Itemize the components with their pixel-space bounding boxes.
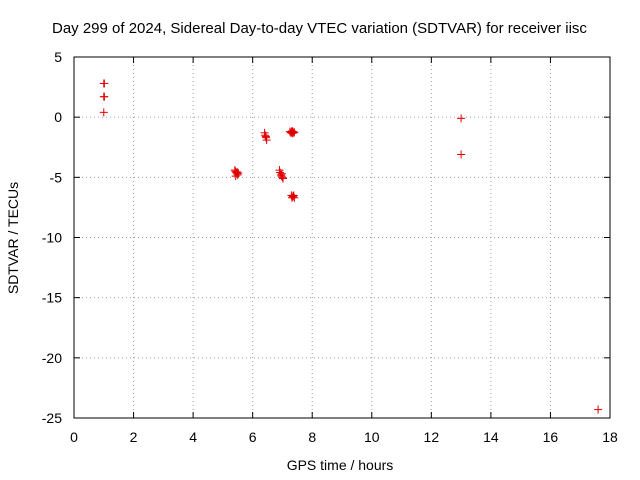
y-tick-label: -15 <box>42 290 62 306</box>
x-tick-label: 16 <box>543 429 559 445</box>
y-tick-label: 5 <box>54 49 62 65</box>
data-point <box>289 191 298 200</box>
data-point <box>262 136 271 145</box>
y-tick-label: -10 <box>42 230 62 246</box>
x-tick-label: 2 <box>130 429 138 445</box>
y-axis-label: SDTVAR / TECUs <box>5 182 21 294</box>
data-point <box>261 132 270 141</box>
data-point <box>289 128 298 137</box>
data-point <box>99 108 108 117</box>
grid <box>74 57 610 418</box>
data-point <box>594 405 603 414</box>
data-point <box>278 173 287 182</box>
y-tick-label: -25 <box>42 410 62 426</box>
data-point <box>288 127 297 136</box>
data-point <box>457 114 466 123</box>
x-tick-label: 14 <box>483 429 499 445</box>
axis-ticks: 0 2 4 6 8 10 12 14 16 18 5 0 -5 -10 -15 -20 -25 <box>42 49 618 445</box>
data-point <box>287 127 296 136</box>
y-tick-label: 0 <box>54 109 62 125</box>
y-tick-label: -20 <box>42 350 62 366</box>
y-tick-label: -5 <box>50 169 63 185</box>
x-tick-label: 8 <box>308 429 316 445</box>
x-tick-label: 0 <box>70 429 78 445</box>
data-point <box>100 79 109 88</box>
data-points <box>99 79 603 414</box>
data-point <box>234 169 243 178</box>
data-point <box>290 193 299 202</box>
x-tick-label: 18 <box>602 429 618 445</box>
data-point <box>233 167 242 176</box>
x-tick-label: 10 <box>364 429 380 445</box>
x-tick-label: 4 <box>189 429 197 445</box>
data-point <box>457 150 466 159</box>
data-point <box>277 169 286 178</box>
x-tick-label: 6 <box>249 429 257 445</box>
data-point <box>100 92 109 101</box>
chart-title: Day 299 of 2024, Sidereal Day-to-day VTE… <box>52 20 587 37</box>
x-axis-label: GPS time / hours <box>287 457 394 473</box>
x-tick-label: 12 <box>424 429 440 445</box>
data-point <box>279 174 288 183</box>
